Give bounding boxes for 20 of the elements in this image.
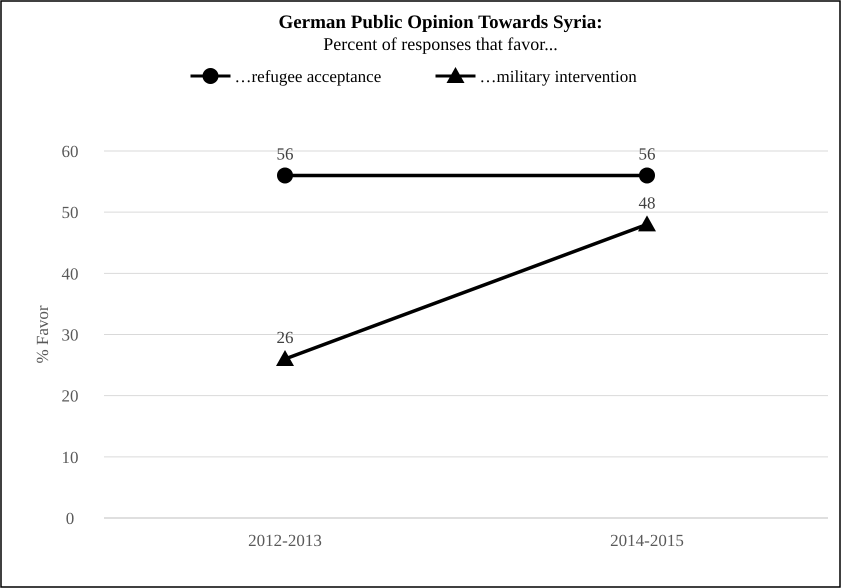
y-tick-label: 30 <box>62 326 78 344</box>
chart-title: German Public Opinion Towards Syria: <box>278 12 603 33</box>
data-label: 56 <box>276 144 294 164</box>
x-tick-label: 2014-2015 <box>610 531 684 550</box>
y-tick-label: 50 <box>62 203 78 222</box>
legend-label: …military intervention <box>480 67 638 86</box>
y-tick-label: 20 <box>62 386 78 406</box>
legend-label: …refugee acceptance <box>234 67 382 86</box>
y-tick-label: 10 <box>62 448 78 467</box>
data-label: 48 <box>638 193 656 212</box>
data-label: 26 <box>276 328 294 347</box>
point <box>639 167 655 184</box>
data-label: 56 <box>638 144 656 164</box>
y-tick-label: 0 <box>66 509 74 528</box>
y-tick-label: 60 <box>62 142 78 161</box>
y-axis-title: % Favor <box>33 305 52 364</box>
x-tick-label: 2012-2013 <box>248 531 322 550</box>
chart-subtitle: Percent of responses that favor... <box>323 34 558 54</box>
point <box>277 167 293 184</box>
y-tick-label: 40 <box>62 264 78 284</box>
